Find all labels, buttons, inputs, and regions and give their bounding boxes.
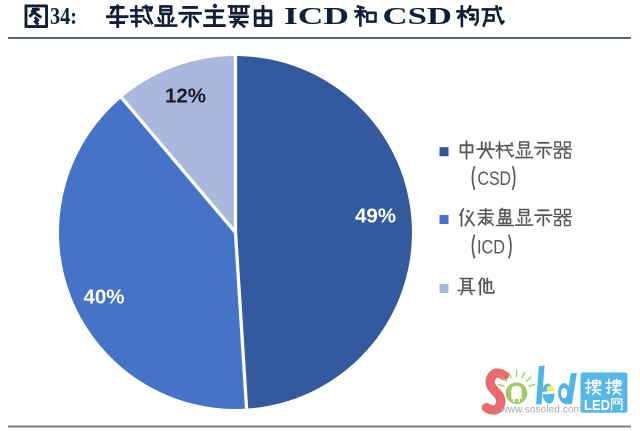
svg-text:49%: 49% (355, 205, 396, 228)
svg-text:CSD: CSD (383, 4, 453, 30)
svg-text:12%: 12% (165, 85, 206, 108)
svg-text:40%: 40% (83, 286, 124, 309)
svg-text:LED: LED (584, 397, 610, 414)
svg-text:ICD: ICD (284, 4, 349, 30)
svg-text:CSD: CSD (478, 169, 512, 190)
svg-text:ICD: ICD (477, 238, 505, 259)
svg-text:34:: 34: (50, 4, 77, 30)
svg-text:www.sosoled.com: www.sosoled.com (500, 405, 583, 416)
